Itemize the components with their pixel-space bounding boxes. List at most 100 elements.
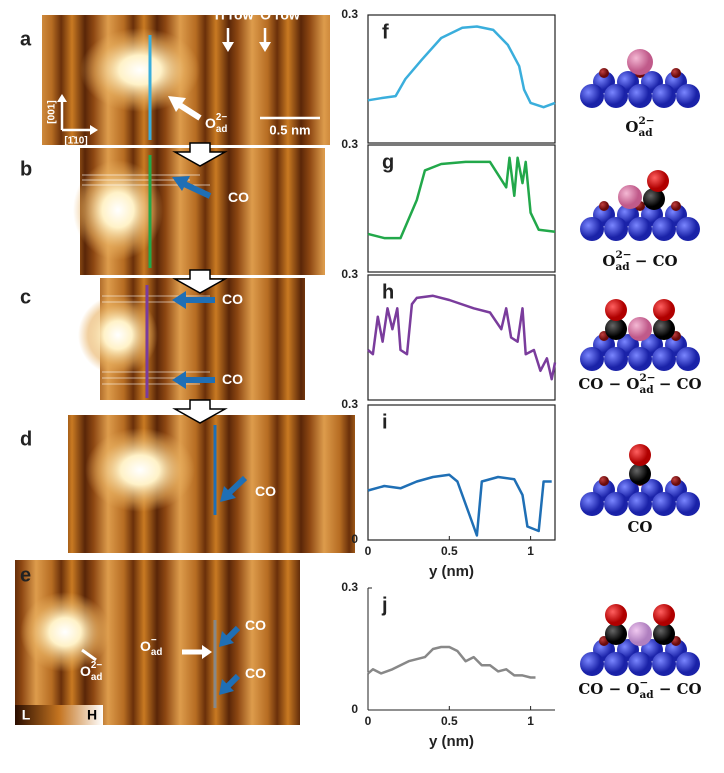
x-tick-label: 1 — [527, 544, 534, 558]
atom — [604, 347, 628, 371]
profile-curve — [367, 294, 557, 381]
x-axis-label: y (nm) — [429, 563, 474, 580]
atom — [628, 317, 652, 341]
flow-arrows — [172, 142, 228, 424]
atom — [604, 652, 628, 676]
atom — [652, 84, 676, 108]
panel-letter: b — [20, 158, 32, 180]
superscript: 2− — [216, 112, 227, 123]
atom — [580, 84, 604, 108]
ti-row-label: Ti row — [213, 7, 254, 23]
superscript: − — [151, 635, 157, 646]
bright-spot — [20, 592, 110, 672]
text-part: CO — [228, 189, 249, 205]
atom — [647, 170, 669, 192]
y-tick-label: 0.3 — [341, 397, 358, 411]
scale-high: H — [87, 707, 97, 723]
atom — [580, 347, 604, 371]
atom — [676, 84, 700, 108]
profile-curve — [367, 156, 556, 240]
atom — [671, 476, 681, 486]
image-label: CO — [245, 665, 266, 681]
atom — [629, 463, 651, 485]
molecule-caption: CO − O− ad − CO — [578, 677, 701, 701]
subscript: ad — [151, 647, 162, 658]
atom — [652, 347, 676, 371]
text-part: − CO — [654, 375, 702, 393]
y-tick-label: 0 — [351, 532, 358, 546]
x-tick-label: 0 — [365, 544, 372, 558]
atom — [676, 347, 700, 371]
subscript: ad — [639, 384, 654, 396]
color-scale — [15, 705, 103, 725]
text-part: CO − — [578, 680, 626, 698]
x-tick-label: 1 — [527, 714, 534, 728]
atom — [605, 604, 627, 626]
atom — [599, 201, 609, 211]
atom — [671, 68, 681, 78]
profile-curve — [367, 473, 552, 537]
plot-frame — [367, 404, 556, 541]
atom — [652, 217, 676, 241]
base: O — [626, 680, 639, 698]
atom — [627, 49, 653, 75]
atom — [599, 68, 609, 78]
text-part: CO — [255, 483, 276, 499]
text-part: CO — [245, 665, 266, 681]
bright-spot — [85, 428, 195, 512]
atom — [580, 217, 604, 241]
y-tick-label: 0.3 — [341, 137, 358, 151]
atom — [604, 217, 628, 241]
text-part: CO — [222, 371, 243, 387]
image-label: O− ad — [140, 635, 162, 658]
base: O — [602, 252, 615, 270]
panel-letter: a — [20, 28, 32, 50]
molecule-caption: O2− ad — [625, 115, 654, 139]
plot-frame — [367, 144, 556, 273]
text-part: CO — [222, 291, 243, 307]
superscript: − — [639, 677, 648, 689]
molecule-caption: CO − O2− ad − CO — [578, 372, 701, 396]
panel-letter: g — [382, 151, 394, 173]
subscript: ad — [638, 127, 653, 139]
x-tick-label: 0 — [365, 714, 372, 728]
atom — [580, 492, 604, 516]
blue-arrows — [172, 176, 248, 695]
atom — [671, 201, 681, 211]
panel-letter: h — [382, 281, 394, 303]
plot-frame — [367, 14, 556, 144]
image-label: O2− ad — [205, 112, 227, 135]
atom — [628, 217, 652, 241]
molecule-caption: O2− ad − CO — [602, 249, 677, 273]
atom — [643, 188, 665, 210]
atom — [605, 299, 627, 321]
image-label: CO — [222, 371, 243, 387]
panel-letter: j — [381, 594, 388, 616]
panel-letter: c — [20, 286, 31, 308]
scale-low: L — [22, 707, 31, 723]
atom — [599, 476, 609, 486]
subscript: ad — [91, 672, 102, 683]
x-tick-label: 0.5 — [441, 544, 458, 558]
y-tick-label: 0.3 — [341, 7, 358, 21]
atom — [628, 492, 652, 516]
molecule-caption: CO — [627, 518, 652, 536]
atom — [676, 217, 700, 241]
image-label: O2− ad — [80, 660, 102, 683]
plot-frame — [367, 274, 556, 401]
atom — [652, 492, 676, 516]
subscript: ad — [639, 689, 654, 701]
superscript: 2− — [639, 372, 655, 384]
atom — [676, 492, 700, 516]
image-label: CO — [245, 617, 266, 633]
subscript: ad — [216, 124, 227, 135]
x-axis-label: y (nm) — [429, 733, 474, 750]
superscript: 2− — [91, 660, 102, 671]
subscript: ad — [615, 261, 630, 273]
base: O — [205, 115, 216, 131]
image-label: CO — [228, 189, 249, 205]
atom — [628, 84, 652, 108]
bright-spot — [80, 28, 200, 112]
base: O — [80, 663, 91, 679]
atom — [605, 318, 627, 340]
